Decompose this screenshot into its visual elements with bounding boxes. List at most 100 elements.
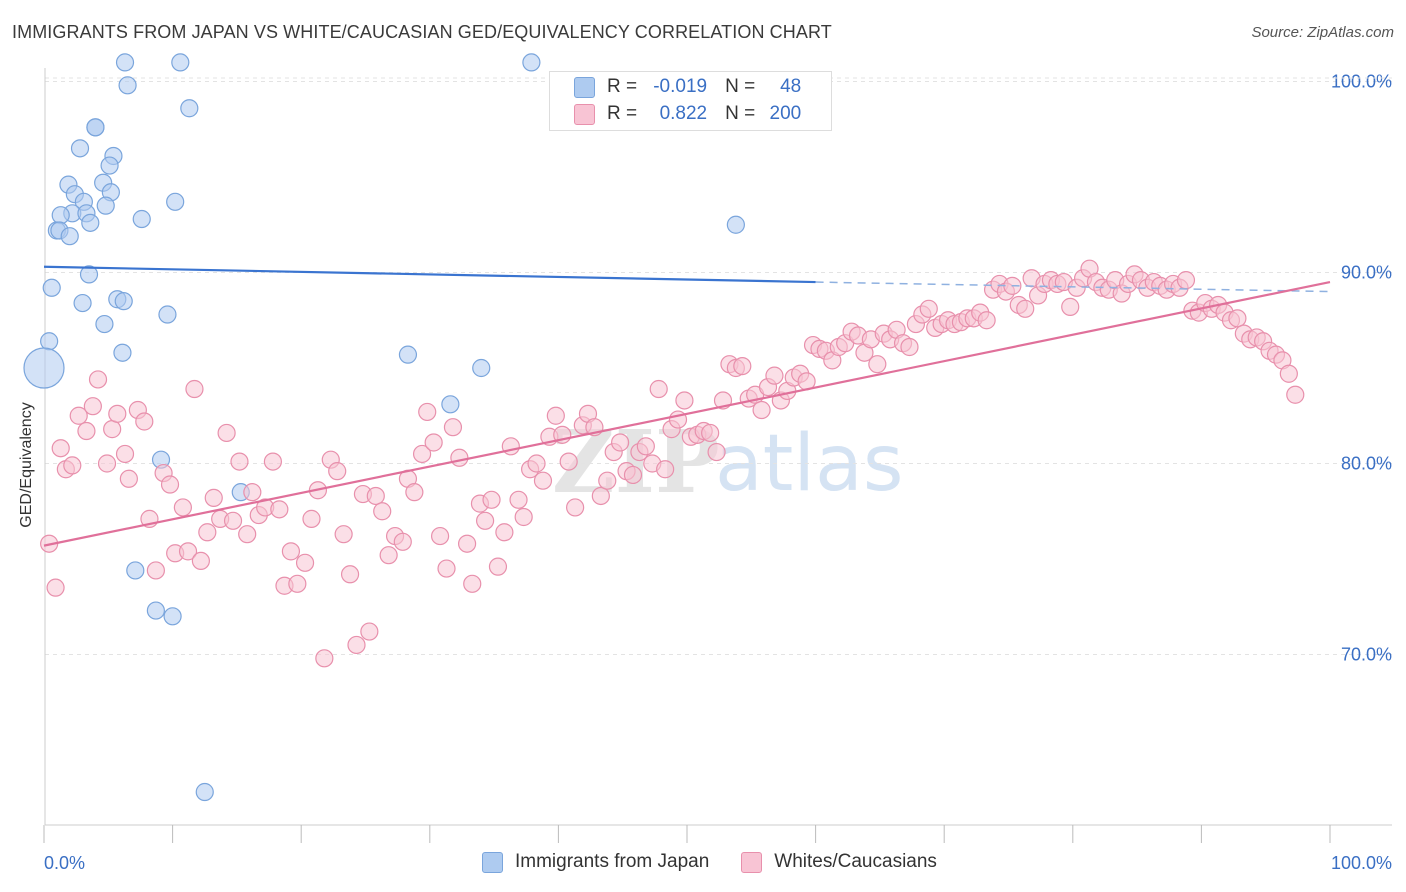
point-japan (73, 293, 92, 313)
point-white (347, 635, 366, 655)
point-white (533, 471, 553, 490)
point-white (1279, 364, 1298, 383)
point-white (88, 370, 108, 389)
point-white (281, 542, 301, 561)
point-white (733, 356, 752, 376)
point-white (412, 444, 432, 464)
point-white (482, 490, 501, 509)
point-white (191, 551, 210, 571)
point-japan (166, 192, 185, 211)
point-white (69, 406, 88, 425)
legend-swatch-white (741, 851, 763, 873)
point-white (1228, 309, 1247, 328)
point-white (527, 454, 546, 473)
point-white (1176, 271, 1196, 290)
point-white (457, 534, 477, 553)
point-white (178, 542, 198, 561)
point-japan (79, 265, 99, 284)
point-white (103, 420, 122, 439)
point-white (475, 511, 495, 530)
point-white (328, 462, 347, 481)
legend-swatch-japan (482, 851, 503, 873)
point-japan (51, 206, 70, 225)
point-white (430, 526, 450, 546)
point-white (868, 355, 887, 374)
point-white (288, 574, 307, 593)
legend-row-japan: R = -0.019 N = 48 (574, 75, 801, 99)
point-white (360, 622, 379, 641)
point-white (546, 406, 565, 425)
legend-n-label: N = (725, 76, 756, 97)
chart-title: IMMIGRANTS FROM JAPAN VS WHITE/CAUCASIAN… (12, 22, 832, 42)
point-white (373, 502, 392, 521)
trendline-japan (43, 265, 816, 284)
point-white (649, 379, 668, 399)
legend-item-white[interactable]: Whites/Caucasians (741, 851, 937, 873)
point-japan (522, 53, 541, 72)
point-white (437, 559, 456, 578)
point-white (424, 433, 443, 452)
point-japan (163, 607, 182, 626)
point-japan (126, 561, 145, 580)
legend-r-label: R = (607, 76, 638, 97)
source-label: Source: ZipAtlas.com (1251, 24, 1394, 41)
point-white (198, 523, 217, 542)
x-tick-label: 100.0% (1331, 853, 1392, 873)
point-japan (81, 213, 100, 232)
point-white (752, 400, 771, 420)
point-japan (113, 343, 132, 362)
y-tick-label: 100.0% (1331, 72, 1392, 92)
point-white (488, 557, 508, 576)
point-white (636, 437, 655, 456)
point-white (566, 498, 585, 517)
point-white (238, 525, 257, 544)
point-white (623, 465, 643, 485)
point-japan (100, 156, 119, 175)
point-japan (180, 99, 199, 118)
point-japan (96, 196, 115, 215)
legend-swatch-white (574, 103, 595, 125)
legend-item-japan[interactable]: Immigrants from Japan (482, 851, 709, 873)
legend-r-value-white: 0.822 (659, 103, 708, 124)
point-white (77, 421, 96, 441)
legend-n-label: N = (725, 103, 756, 124)
legend-r-label: R = (607, 103, 638, 124)
point-japan (70, 139, 90, 158)
point-white (405, 483, 424, 502)
point-white (63, 456, 82, 475)
point-white (900, 337, 919, 357)
point-white (115, 444, 135, 464)
point-white (379, 546, 398, 565)
point-white (1016, 299, 1035, 318)
x-tick-label: 0.0% (44, 853, 85, 873)
point-white (160, 475, 180, 494)
y-tick-label: 70.0% (1341, 645, 1392, 665)
point-white (334, 525, 353, 544)
point-white (46, 578, 65, 597)
trendline-white (43, 280, 1331, 547)
point-japan (441, 395, 460, 414)
point-white (340, 565, 360, 584)
legend-swatch-japan (574, 76, 595, 98)
point-white (223, 511, 243, 530)
point-white (263, 452, 283, 471)
legend-label-white: Whites/Caucasians (774, 851, 937, 872)
point-white (707, 442, 726, 462)
point-white (443, 418, 463, 437)
point-white (366, 486, 385, 506)
point-japan (158, 305, 177, 324)
point-japan (118, 76, 137, 95)
point-white (463, 574, 482, 593)
point-japan (115, 53, 135, 72)
point-white (135, 412, 154, 431)
point-white (315, 649, 334, 668)
point-white (1061, 297, 1080, 316)
point-white (514, 507, 533, 527)
point-white (418, 402, 437, 422)
point-white (1286, 385, 1305, 404)
correlation-legend: R = -0.019 N = 48 R = 0.822 N = 200 (549, 71, 832, 131)
trendline-japan-extension (815, 281, 1331, 293)
legend-r-value-japan: -0.019 (653, 76, 708, 97)
point-japan (195, 782, 214, 802)
